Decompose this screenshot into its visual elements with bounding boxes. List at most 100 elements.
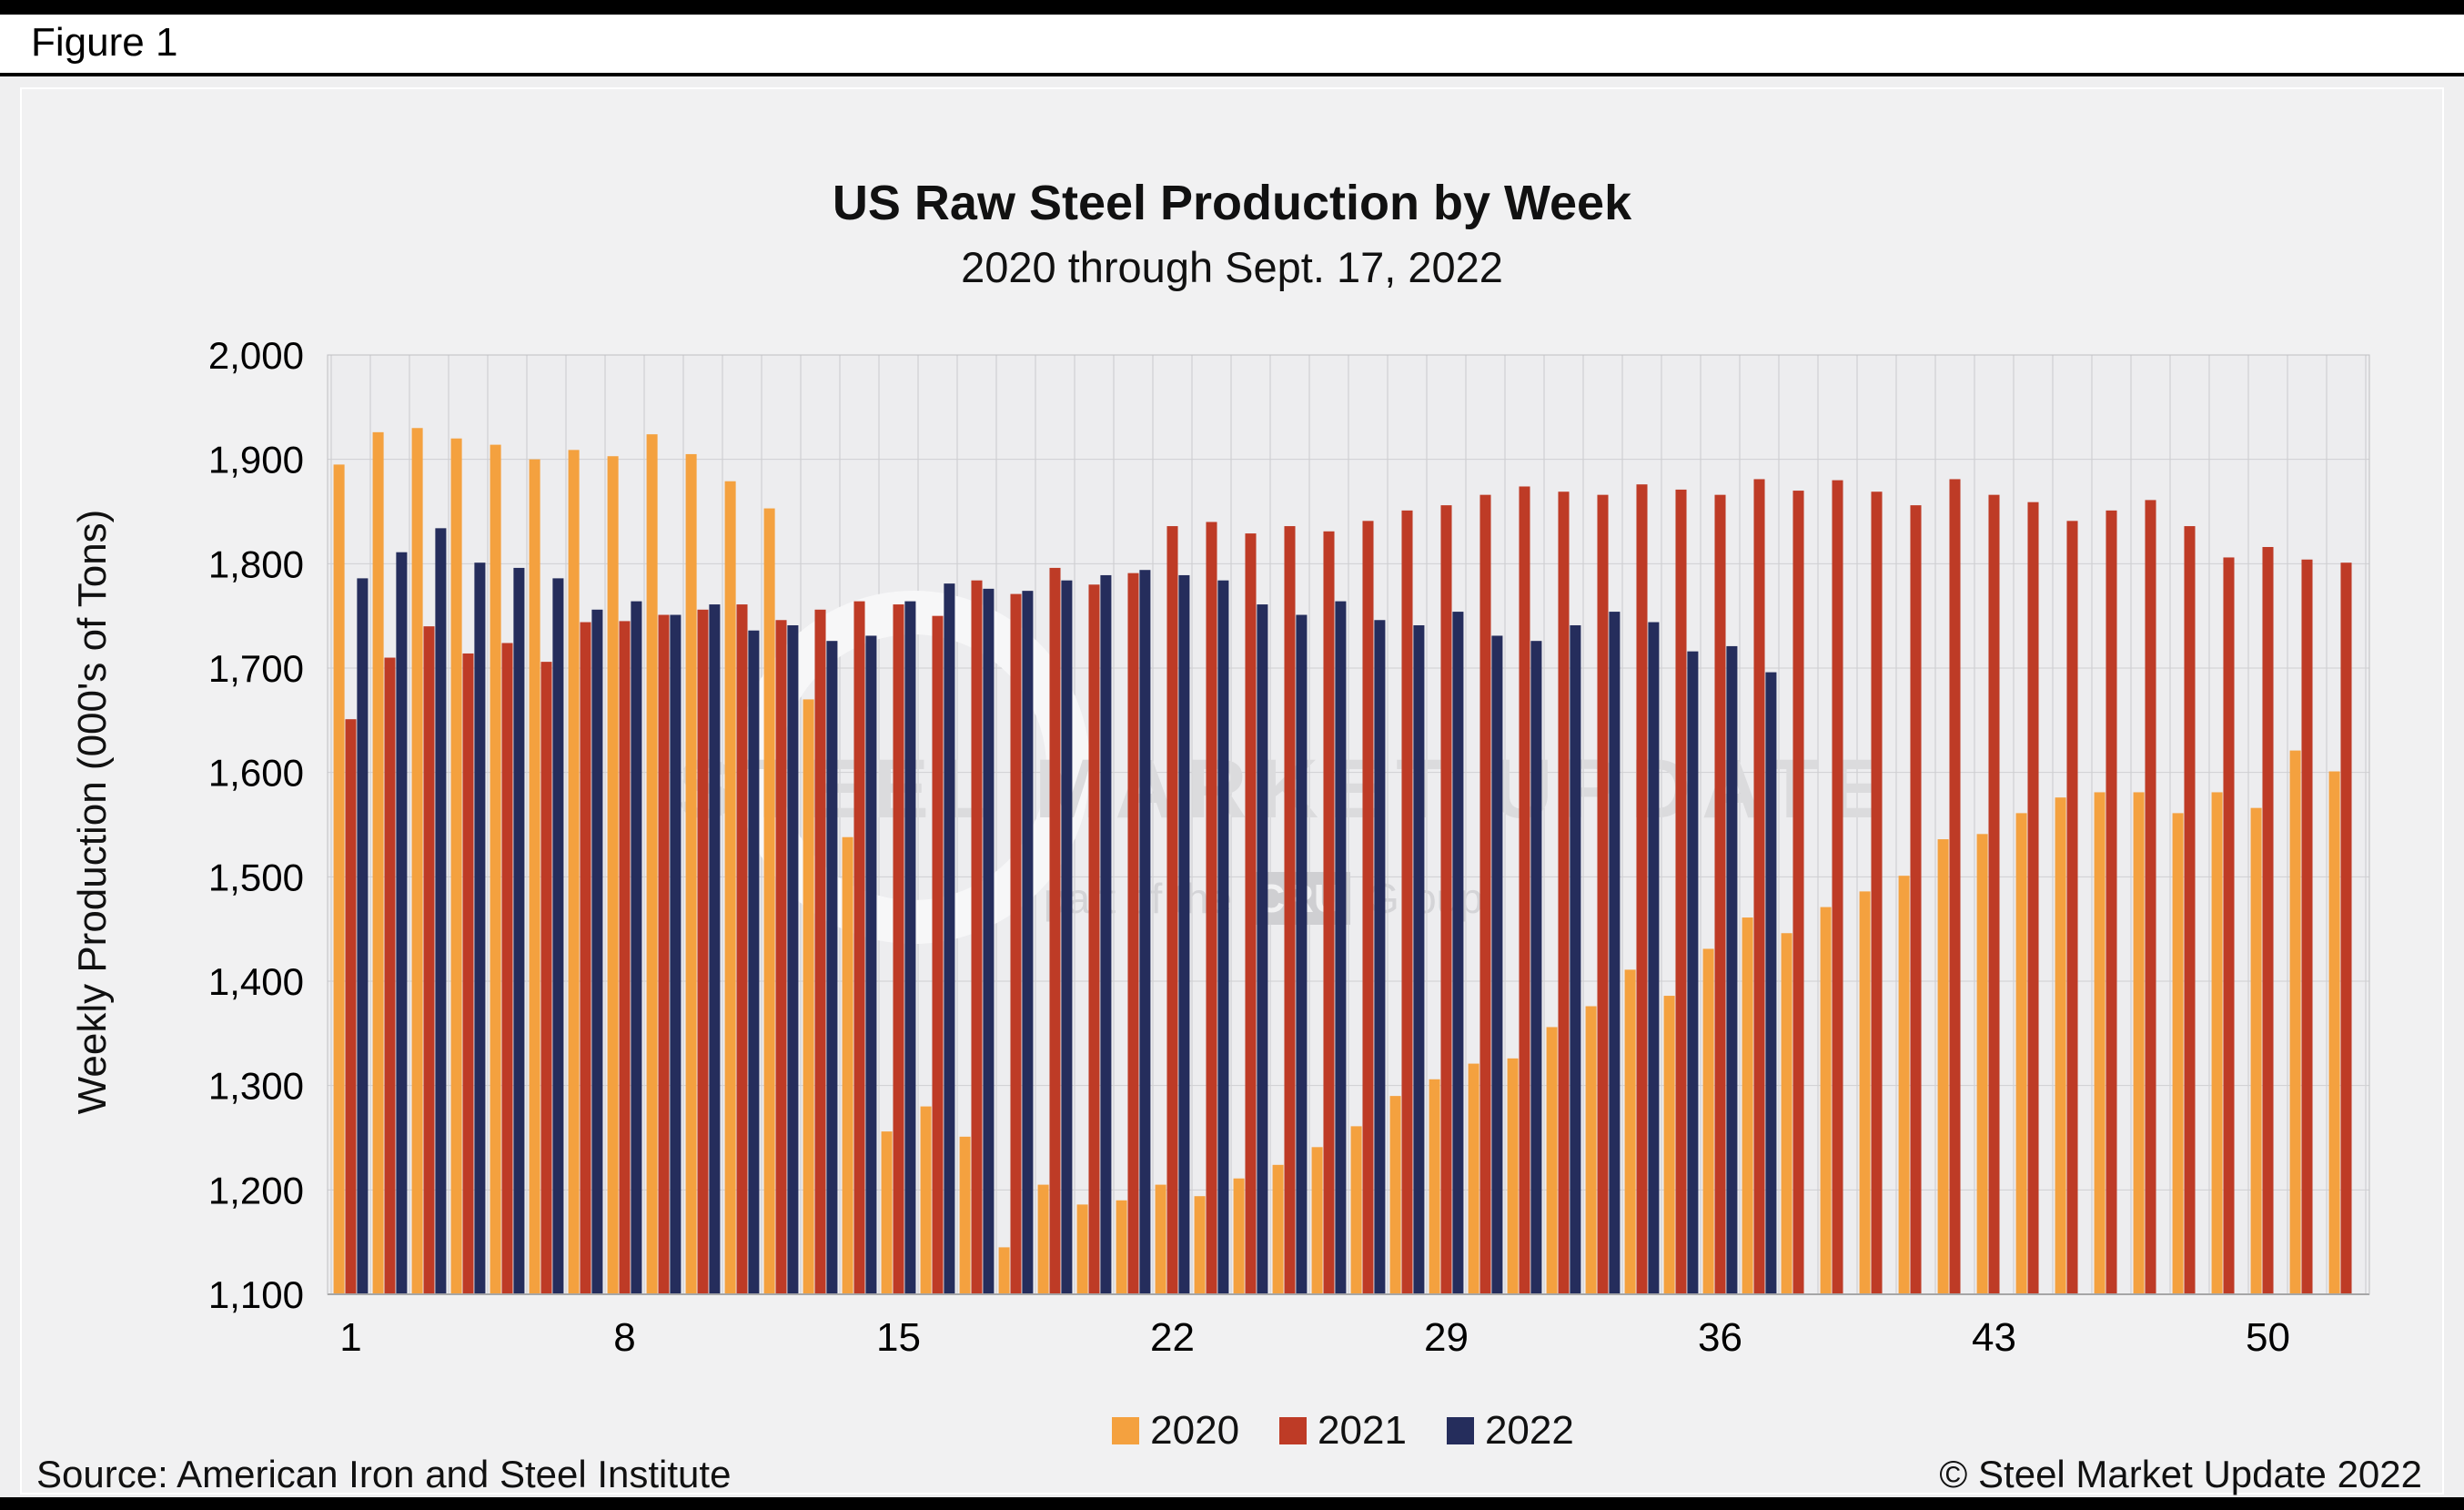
bar-2022-week-34 bbox=[1648, 622, 1660, 1294]
bar-2020-week-45 bbox=[2055, 797, 2066, 1294]
copyright-note: © Steel Market Update 2022 bbox=[1939, 1453, 2422, 1495]
legend-item-2022: 2022 bbox=[1446, 1408, 1574, 1454]
bar-2021-week-32 bbox=[1558, 492, 1570, 1294]
bar-2020-week-33 bbox=[1585, 1006, 1597, 1294]
bar-2020-week-49 bbox=[2211, 792, 2223, 1294]
bar-2020-week-2 bbox=[372, 431, 384, 1294]
bar-2022-week-4 bbox=[474, 562, 486, 1294]
bar-2021-week-18 bbox=[1010, 593, 1022, 1294]
bar-2022-week-14 bbox=[865, 635, 877, 1294]
bar-2020-week-11 bbox=[724, 481, 736, 1294]
legend-item-2021: 2021 bbox=[1279, 1408, 1407, 1454]
bar-2021-week-41 bbox=[1910, 505, 1922, 1294]
bar-2021-week-10 bbox=[697, 609, 709, 1294]
bar-2022-week-32 bbox=[1570, 624, 1581, 1294]
bar-2022-week-20 bbox=[1100, 574, 1112, 1294]
bar-2020-week-31 bbox=[1507, 1058, 1519, 1294]
bar-2022-week-12 bbox=[787, 624, 799, 1294]
x-tick-label: 43 bbox=[1972, 1315, 2016, 1360]
bar-2021-week-17 bbox=[971, 580, 983, 1294]
bar-2020-week-42 bbox=[1937, 839, 1949, 1294]
bar-2020-week-14 bbox=[842, 836, 853, 1294]
bar-2021-week-24 bbox=[1245, 533, 1257, 1294]
bar-2022-week-7 bbox=[591, 609, 603, 1294]
bar-2020-week-13 bbox=[803, 699, 814, 1294]
bar-2020-week-47 bbox=[2133, 792, 2145, 1294]
bar-2020-week-19 bbox=[1037, 1184, 1049, 1294]
bar-2022-week-15 bbox=[904, 601, 916, 1294]
bar-2021-week-5 bbox=[501, 643, 513, 1294]
bar-2021-week-7 bbox=[580, 622, 591, 1294]
bar-2021-week-50 bbox=[2262, 546, 2274, 1294]
bar-2021-week-8 bbox=[619, 621, 631, 1294]
bar-2022-week-2 bbox=[396, 552, 408, 1294]
bar-2021-week-26 bbox=[1323, 531, 1335, 1294]
bar-2020-week-43 bbox=[1976, 834, 1988, 1294]
bar-2022-week-18 bbox=[1022, 591, 1034, 1294]
bar-2020-week-18 bbox=[998, 1247, 1010, 1294]
bar-2021-week-12 bbox=[775, 620, 787, 1294]
y-axis-label: Weekly Production (000's of Tons) bbox=[70, 509, 115, 1115]
y-tick-label: 1,400 bbox=[208, 960, 304, 1003]
bar-2020-week-24 bbox=[1233, 1178, 1245, 1294]
bar-2020-week-7 bbox=[568, 450, 580, 1294]
bar-2022-week-8 bbox=[631, 601, 642, 1294]
bar-2021-week-46 bbox=[2106, 510, 2117, 1294]
x-tick-label: 36 bbox=[1698, 1315, 1742, 1360]
bar-2020-week-39 bbox=[1820, 907, 1832, 1294]
bar-2020-week-15 bbox=[881, 1131, 893, 1294]
bar-2021-week-23 bbox=[1206, 522, 1217, 1294]
bar-2021-week-37 bbox=[1753, 479, 1765, 1294]
bar-2021-week-36 bbox=[1714, 494, 1726, 1294]
bar-2021-week-25 bbox=[1284, 526, 1296, 1294]
bar-2022-week-5 bbox=[513, 567, 525, 1294]
bar-2022-week-29 bbox=[1452, 612, 1464, 1294]
bar-2020-week-25 bbox=[1272, 1164, 1284, 1294]
bar-2020-week-50 bbox=[2250, 807, 2262, 1294]
bar-2020-week-4 bbox=[450, 438, 462, 1294]
legend-label-2020: 2020 bbox=[1150, 1408, 1240, 1453]
legend-label-2022: 2022 bbox=[1484, 1408, 1574, 1453]
source-note: Source: American Iron and Steel Institut… bbox=[36, 1453, 732, 1495]
bar-2022-week-31 bbox=[1530, 641, 1542, 1294]
bar-2022-week-9 bbox=[670, 614, 682, 1294]
bar-2020-week-44 bbox=[2015, 813, 2027, 1294]
bar-2022-week-33 bbox=[1609, 612, 1621, 1294]
bar-2021-week-14 bbox=[853, 601, 865, 1294]
bar-2020-week-48 bbox=[2172, 813, 2184, 1294]
bar-2022-week-22 bbox=[1178, 574, 1190, 1294]
bar-2021-week-40 bbox=[1871, 492, 1883, 1294]
bar-2021-week-49 bbox=[2223, 557, 2235, 1294]
bar-2022-week-21 bbox=[1139, 570, 1151, 1294]
bar-2020-week-32 bbox=[1546, 1027, 1558, 1294]
bar-2021-week-4 bbox=[462, 653, 474, 1294]
bar-2022-week-28 bbox=[1413, 624, 1425, 1294]
legend-swatch-2020 bbox=[1112, 1417, 1140, 1444]
bar-2020-week-9 bbox=[646, 434, 658, 1294]
bar-2022-week-30 bbox=[1491, 635, 1503, 1294]
bar-2020-week-34 bbox=[1624, 969, 1636, 1294]
bar-2020-week-41 bbox=[1898, 876, 1910, 1294]
divider-line bbox=[0, 73, 2464, 76]
bar-2020-week-10 bbox=[685, 453, 697, 1294]
bar-2021-week-20 bbox=[1088, 584, 1100, 1294]
bar-2021-week-31 bbox=[1519, 486, 1530, 1294]
bar-2020-week-40 bbox=[1859, 891, 1871, 1294]
bar-2020-week-5 bbox=[490, 444, 501, 1294]
bar-2021-week-52 bbox=[2340, 562, 2352, 1294]
bar-2020-week-3 bbox=[411, 428, 423, 1294]
bar-2020-week-35 bbox=[1663, 996, 1675, 1294]
bar-2021-week-19 bbox=[1049, 567, 1061, 1294]
bar-2021-week-42 bbox=[1949, 479, 1961, 1294]
bar-2020-week-20 bbox=[1076, 1204, 1088, 1294]
bar-2022-week-1 bbox=[357, 578, 369, 1294]
bar-2022-week-25 bbox=[1296, 614, 1308, 1294]
bar-2022-week-35 bbox=[1687, 651, 1699, 1294]
bar-2022-week-6 bbox=[552, 578, 564, 1294]
bottom-border-bar bbox=[0, 1497, 2464, 1510]
bar-2020-week-27 bbox=[1350, 1126, 1362, 1294]
bar-2020-week-28 bbox=[1389, 1096, 1401, 1294]
top-border-bar bbox=[0, 0, 2464, 15]
bar-2020-week-23 bbox=[1194, 1196, 1206, 1294]
bar-2022-week-3 bbox=[435, 528, 447, 1294]
